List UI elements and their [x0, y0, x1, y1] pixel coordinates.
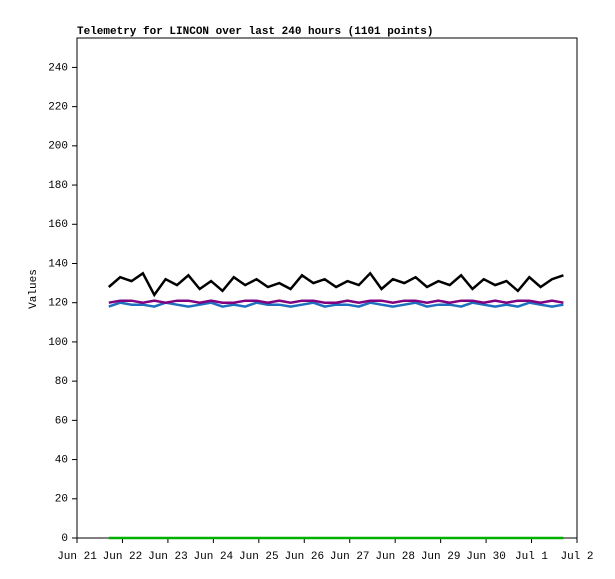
y-tick-label: 200 — [48, 141, 68, 153]
x-tick-label: Jun 25 — [239, 551, 279, 563]
y-tick-label: 20 — [55, 494, 68, 506]
x-tick-label: Jun 30 — [466, 551, 506, 563]
series-line — [107, 271, 564, 298]
x-tick-label: Jun 29 — [421, 551, 461, 563]
y-tick-label: 240 — [48, 62, 68, 74]
y-tick-label: 80 — [55, 376, 68, 388]
x-tick-label: Jul 2 — [560, 551, 593, 563]
x-tick-label: Jun 23 — [148, 551, 188, 563]
x-tick-label: Jun 26 — [284, 551, 324, 563]
x-tick-label: Jun 21 — [57, 551, 97, 563]
y-tick-label: 120 — [48, 298, 68, 310]
series-line — [108, 299, 564, 304]
y-tick-label: 160 — [48, 219, 68, 231]
y-tick-label: 220 — [48, 102, 68, 114]
y-tick-label: 40 — [55, 454, 68, 466]
x-tick-label: Jul 1 — [515, 551, 548, 563]
series-line — [108, 301, 564, 308]
y-tick-label: 140 — [48, 258, 68, 270]
y-tick-label: 60 — [55, 415, 68, 427]
chart-title: Telemetry for LINCON over last 240 hours… — [77, 26, 433, 38]
y-tick-label: 0 — [61, 533, 68, 545]
x-tick-label: Jun 22 — [103, 551, 143, 563]
y-tick-label: 180 — [48, 180, 68, 192]
y-axis-label: Values — [28, 269, 40, 309]
x-tick-label: Jun 28 — [375, 551, 415, 563]
x-tick-label: Jun 27 — [330, 551, 370, 563]
x-tick-label: Jun 24 — [194, 551, 234, 563]
y-tick-label: 100 — [48, 337, 68, 349]
